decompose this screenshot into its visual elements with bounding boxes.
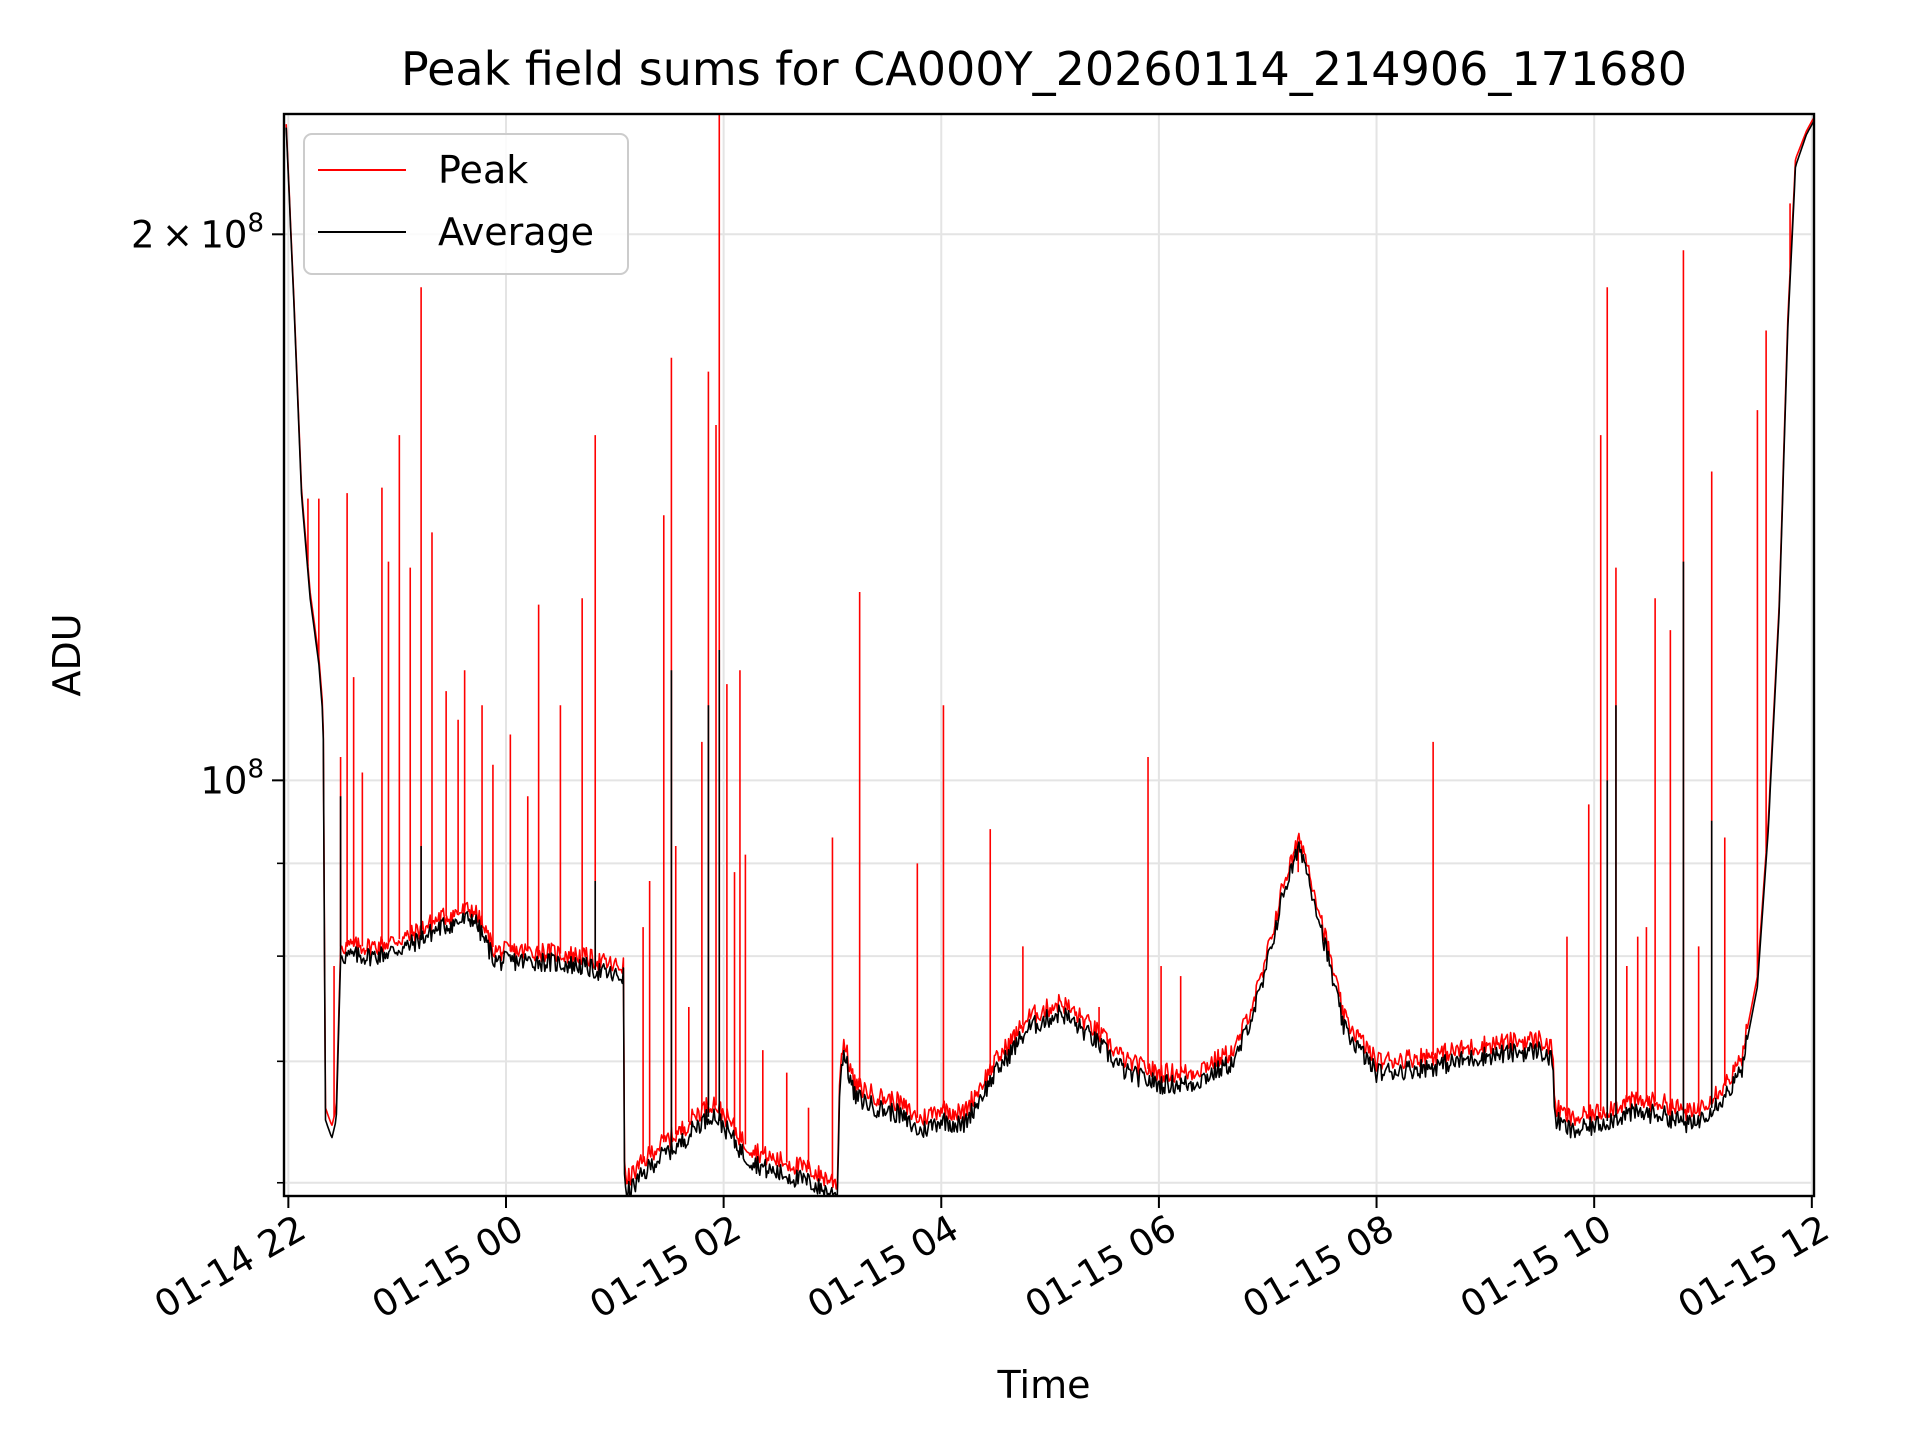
legend-label-peak: Peak: [438, 148, 528, 192]
legend: Peak Average: [303, 133, 629, 275]
plot-frame: [282, 112, 1816, 1198]
series-line-average: [285, 120, 1815, 1197]
x-axis-label: Time: [997, 1363, 1091, 1407]
legend-label-average: Average: [438, 210, 594, 254]
series-average: [285, 120, 1815, 1197]
y-tick-label: 2 × 108: [131, 208, 264, 256]
series-layer: [285, 114, 1815, 1197]
y-tick-label: 108: [200, 754, 264, 802]
series-line-peak: [285, 117, 1815, 1190]
y-axis-label: ADU: [45, 613, 89, 696]
chart-title: Peak field sums for CA000Y_20260114_2149…: [401, 42, 1687, 96]
y-axis-ticks: 2 × 108 108: [131, 208, 284, 1184]
